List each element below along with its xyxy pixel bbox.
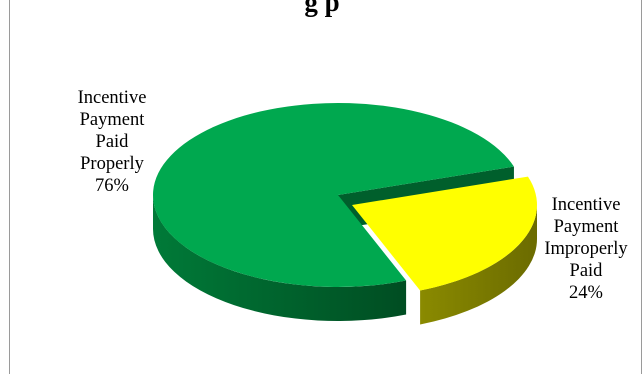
- pie-slice-side-improperly-paid: [420, 205, 537, 325]
- slice-label-paid-properly: Incentive Payment Paid Properly 76%: [78, 88, 147, 196]
- slice-label-improperly-paid: Incentive Payment Improperly Paid 24%: [544, 195, 628, 303]
- pie-slice-improperly-paid: [352, 176, 537, 291]
- pie-slice-side-paid-properly: [153, 195, 407, 321]
- chart-title: g p: [304, 0, 340, 17]
- pie-slice-paid-properly: [153, 103, 514, 288]
- chart-frame: [9, 0, 642, 374]
